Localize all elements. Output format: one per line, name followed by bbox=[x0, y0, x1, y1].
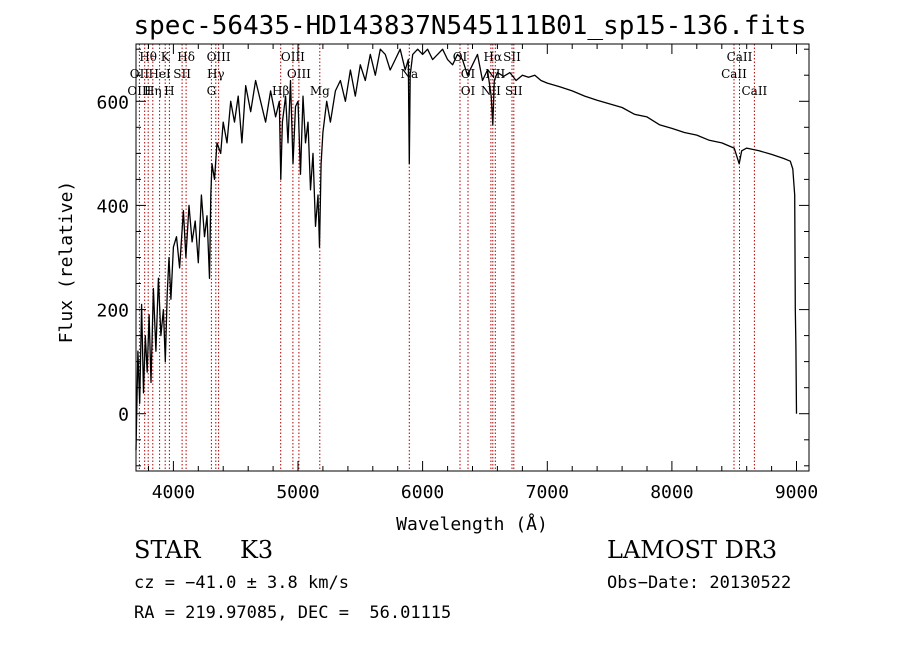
x-tick-label: 6000 bbox=[401, 482, 444, 503]
line-label: CaII bbox=[741, 84, 767, 98]
line-label: HeI bbox=[148, 67, 171, 81]
line-label: K bbox=[161, 50, 171, 64]
series-layer bbox=[135, 48, 798, 451]
object-class: STAR bbox=[134, 536, 201, 564]
axes: 4000 5000 6000 7000 8000 9000 0 200 400 600 bbox=[96, 44, 818, 503]
line-label: Hγ bbox=[207, 67, 225, 81]
spectrum-line bbox=[135, 48, 798, 451]
line-label: CaII bbox=[727, 50, 753, 64]
redshift-velocity: cz = −41.0 ± 3.8 km/s bbox=[134, 573, 349, 593]
chart-title: spec-56435-HD143837N545111B01_sp15-136.f… bbox=[133, 11, 806, 41]
line-label: OIII bbox=[127, 84, 151, 98]
x-tick-label: 9000 bbox=[775, 482, 818, 503]
line-label: OII bbox=[130, 67, 150, 81]
y-tick-label: 200 bbox=[96, 301, 129, 322]
line-label: Hδ bbox=[177, 50, 195, 64]
line-label: SII bbox=[173, 67, 191, 81]
x-axis-label: Wavelength (Å) bbox=[396, 513, 548, 535]
x-tick-label: 7000 bbox=[526, 482, 569, 503]
line-label: CaII bbox=[721, 67, 747, 81]
line-label: Na bbox=[400, 67, 418, 81]
y-tick-label: 600 bbox=[96, 92, 129, 113]
line-label: G bbox=[207, 84, 217, 98]
line-label: SII bbox=[505, 84, 523, 98]
x-tick-label: 4000 bbox=[152, 482, 195, 503]
line-label: Hη bbox=[144, 84, 162, 98]
line-label: OI bbox=[461, 84, 476, 98]
catalog-name: LAMOST DR3 bbox=[607, 536, 778, 564]
line-label: Hβ bbox=[272, 84, 289, 98]
line-label: OIII bbox=[287, 67, 311, 81]
line-label: Mg bbox=[310, 84, 330, 98]
x-tick-label: 5000 bbox=[276, 482, 319, 503]
line-label: H bbox=[164, 84, 174, 98]
object-subclass: K3 bbox=[240, 536, 274, 564]
x-tick-label: 8000 bbox=[650, 482, 693, 503]
line-label: OIII bbox=[207, 50, 231, 64]
y-tick-label: 0 bbox=[118, 405, 129, 426]
coordinates: RA = 219.97085, DEC = 56.01115 bbox=[134, 603, 452, 623]
observation-date: Obs−Date: 20130522 bbox=[607, 573, 792, 593]
y-tick-label: 400 bbox=[96, 196, 129, 217]
line-label: SII bbox=[503, 50, 521, 64]
line-label: NII bbox=[485, 67, 505, 81]
y-axis-label: Flux (relative) bbox=[56, 181, 77, 344]
line-label: Hα bbox=[484, 50, 503, 64]
line-label: Hθ bbox=[139, 50, 157, 64]
line-label: OIII bbox=[281, 50, 305, 64]
